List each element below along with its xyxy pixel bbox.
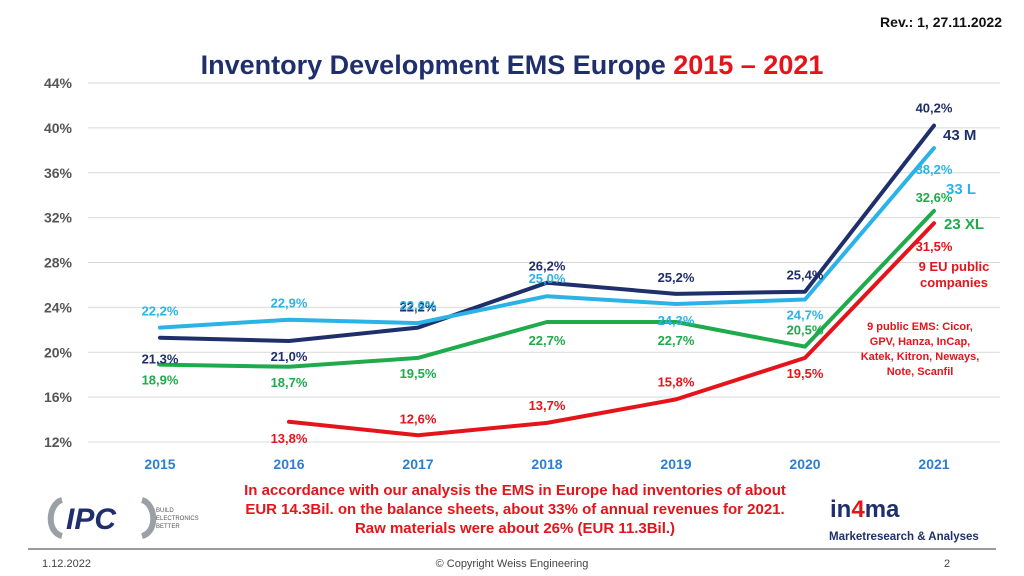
y-tick-label: 36% [44,165,73,181]
data-label: 19,5% [400,366,437,381]
in4ma-tagline: Marketresearch & Analyses [829,531,979,543]
y-tick-label: 40% [44,120,73,136]
data-label: 15,8% [658,374,695,389]
x-tick-label: 2021 [918,456,949,472]
data-label: 20,5% [787,323,824,338]
page-number: 2 [944,558,951,570]
data-label: 22,7% [529,333,566,348]
y-tick-label: 32% [44,210,73,226]
data-label: 21,3% [142,352,179,367]
data-label: 22,9% [271,296,308,311]
chart-title-years: 2015 – 2021 [673,50,824,80]
data-label: 38,2% [916,162,953,177]
footer-date: 1.12.2022 [42,558,91,570]
chart-title: Inventory Development EMS Europe 2015 – … [0,50,1024,81]
data-label: 25,2% [658,270,695,285]
data-label: 26,2% [529,259,566,274]
data-label: 25,4% [787,268,824,283]
data-label: 18,7% [271,375,308,390]
data-label: 12,6% [400,411,437,426]
note-line-1: In accordance with our analysis the EMS … [244,482,786,499]
data-label: 22,2% [400,300,437,315]
series-line-0 [158,123,936,343]
in4ma-logo-4: 4 [851,496,865,523]
y-tick-label: 16% [44,389,73,405]
y-tick-label: 20% [44,344,73,360]
ipc-tag-3: BETTER [156,524,180,530]
revision-label: Rev.: 1, 27.11.2022 [880,14,1002,30]
data-labels: 21,3% 21,0% 22,2% 26,2% 25,2% 25,4% 40,2% 22,2%… [142,101,953,446]
y-tick-label: 44% [44,75,73,91]
data-label: 22,2% [142,304,179,319]
footer-copyright: © Copyright Weiss Engineering [435,558,589,570]
series-line-1 [158,146,936,330]
ipc-logo-text: IPC [66,503,117,536]
data-label: 22,6% [400,298,437,313]
legend-label-l: 33 L [946,181,976,198]
data-label: 19,5% [787,366,824,381]
chart-title-main: Inventory Development EMS Europe [200,50,674,80]
annotation-line-4: Note, Scanfil [887,366,954,378]
legend-label-eu-2: companies [920,275,988,290]
ipc-logo-arc-left [47,497,64,539]
data-label: 21,0% [271,349,308,364]
data-label: 32,6% [916,190,953,205]
x-tick-label: 2017 [402,456,433,472]
ipc-tag-2: ELECTRONICS [156,516,199,522]
y-tick-label: 28% [44,255,73,271]
x-axis-ticks: 2015 2016 2017 2018 2019 2020 2021 [144,456,949,472]
y-tick-label: 12% [44,434,73,450]
inventory-line-chart: 12% 16% 20% 24% 28% 32% 36% 40% 44% 2015 2016 2017… [44,75,1000,472]
data-label: 13,8% [271,431,308,446]
annotation-line-2: GPV, Hanza, InCap, [870,336,970,348]
footer-divider [28,548,996,550]
data-label: 31,5% [916,239,953,254]
data-label: 22,7% [658,333,695,348]
legend-label-xl: 23 XL [944,216,984,233]
legend-label-m: 43 M [943,127,976,144]
y-tick-label: 24% [44,299,73,315]
data-label: 24,7% [787,308,824,323]
series-lines [158,123,936,438]
annotation-line-1: 9 public EMS: Cicor, [867,321,973,333]
x-tick-label: 2016 [273,456,304,472]
data-label: 24,3% [658,313,695,328]
data-label: 25,0% [529,271,566,286]
grid-lines [88,82,1000,443]
x-tick-label: 2018 [531,456,562,472]
data-label: 40,2% [916,101,953,116]
x-tick-label: 2019 [660,456,691,472]
series-line-2 [158,208,936,369]
annotation-line-3: Katek, Kitron, Neways, [861,351,980,363]
legend-label-eu-1: 9 EU public [919,259,990,274]
data-label: 18,9% [142,373,179,388]
public-ems-annotation: 9 public EMS: Cicor, GPV, Hanza, InCap, … [861,321,980,378]
series-line-3 [287,221,936,438]
note-line-2: EUR 14.3Bil. on the balance sheets, abou… [245,501,785,518]
series-labels: 43 M 33 L 23 XL 9 EU public companies [919,127,990,290]
note-line-3: Raw materials were about 26% (EUR 11.3Bi… [354,520,676,537]
ipc-logo-arc-right [140,497,157,539]
x-tick-label: 2020 [789,456,820,472]
y-axis-ticks: 12% 16% 20% 24% 28% 32% 36% 40% 44% [44,75,73,450]
in4ma-logo: in4ma [830,496,899,524]
in4ma-logo-ma: ma [864,496,900,523]
analysis-note: In accordance with our analysis the EMS … [165,481,865,538]
ipc-logo: IPC BUILD ELECTRONICS BETTER [47,497,199,539]
ipc-tag-1: BUILD [156,508,174,514]
data-label: 13,7% [529,398,566,413]
x-tick-label: 2015 [144,456,175,472]
in4ma-logo-in: in [830,496,852,523]
